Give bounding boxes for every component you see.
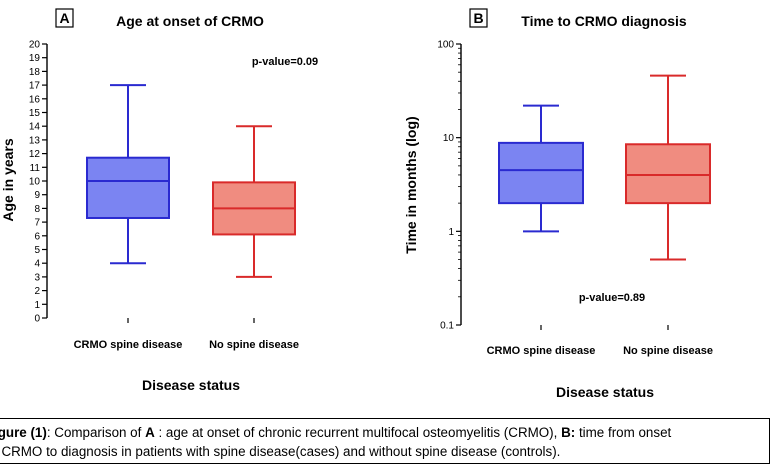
panel-a-label: A	[59, 10, 69, 26]
y-tick-label: 9	[34, 190, 40, 201]
y-tick-label: 1	[448, 227, 454, 238]
panel-a-y-axis-label: Age in years	[0, 138, 16, 221]
panel-b-time-to-diagnosis: B Time to CRMO diagnosis 0.1 1 10 100 Time …	[403, 8, 713, 400]
panel-b-p-value: p-value=0.89	[579, 292, 645, 304]
caption-line-2: f CRMO to diagnosis in patients with spi…	[0, 444, 561, 459]
caption-text-1a: : Comparison of	[46, 425, 146, 440]
panel-b-label: B	[473, 10, 483, 26]
figure: A Age at onset of CRMO 01234567891011121…	[0, 8, 713, 400]
panel-b-x-axis-label: Disease status	[556, 384, 654, 400]
panel-a-age-at-onset: A Age at onset of CRMO 01234567891011121…	[0, 8, 318, 393]
caption-marker-a: A	[145, 425, 155, 440]
caption-text-1b: : age at onset of chronic recurrent mult…	[154, 425, 562, 440]
y-tick-label: 0	[34, 314, 40, 325]
box-crmo-spine	[498, 104, 584, 330]
iqr-box	[498, 141, 584, 205]
figure-caption: igure (1): Comparison of A : age at onse…	[0, 418, 770, 464]
caption-marker-b: B:	[561, 425, 576, 440]
y-tick-label: 100	[437, 40, 454, 51]
box-no-spine	[212, 125, 296, 323]
panel-b-y-axis-label: Time in months (log)	[403, 116, 419, 253]
y-tick-label: 1	[34, 300, 40, 311]
y-tick-label: 2	[34, 286, 40, 297]
y-tick-label: 8	[34, 204, 40, 215]
panel-b-y-ticks: 0.1 1 10 100	[437, 40, 461, 332]
caption-line-1: igure (1): Comparison of A : age at onse…	[0, 423, 769, 442]
panel-a-label-box	[55, 8, 74, 28]
y-tick-label: 15	[29, 108, 41, 119]
panel-a-x-axis-label: Disease status	[142, 377, 240, 393]
y-tick-label: 14	[29, 122, 41, 133]
y-tick-label: 19	[29, 53, 41, 64]
panel-a-boxes	[86, 84, 296, 323]
y-tick-label: 6	[34, 231, 40, 242]
y-tick-label: 13	[29, 135, 41, 146]
caption-text-1c: time from onset	[575, 425, 672, 440]
y-tick-label: 11	[30, 163, 41, 174]
panel-a-p-value: p-value=0.09	[252, 56, 318, 68]
y-tick-label: 3	[34, 272, 40, 283]
panel-a-category-1: CRMO spine disease	[74, 339, 183, 351]
panel-b-boxes	[498, 74, 711, 330]
y-tick-label: 10	[29, 177, 41, 188]
y-tick-label: 20	[29, 40, 41, 51]
panel-a-category-2: No spine disease	[209, 339, 299, 351]
y-tick-label: 16	[29, 94, 41, 105]
caption-figure-label: igure (1)	[0, 425, 47, 440]
y-tick-label: 4	[34, 259, 40, 270]
panel-a-title: Age at onset of CRMO	[116, 13, 264, 29]
y-tick-label: 7	[34, 218, 40, 229]
y-tick-label: 5	[34, 245, 40, 256]
box-crmo-spine	[86, 84, 170, 323]
y-tick-label: 18	[29, 67, 41, 78]
y-tick-label: 10	[443, 133, 455, 144]
y-tick-label: 0.1	[440, 321, 454, 332]
iqr-box	[86, 156, 170, 219]
y-tick-label: 17	[29, 81, 41, 92]
panel-b-label-box	[469, 8, 488, 28]
panel-b-category-1: CRMO spine disease	[487, 345, 596, 357]
y-tick-label: 12	[29, 149, 41, 160]
iqr-box	[625, 143, 711, 205]
panel-b-title: Time to CRMO diagnosis	[521, 13, 687, 29]
box-no-spine	[625, 74, 711, 330]
panel-b-category-2: No spine disease	[623, 345, 713, 357]
